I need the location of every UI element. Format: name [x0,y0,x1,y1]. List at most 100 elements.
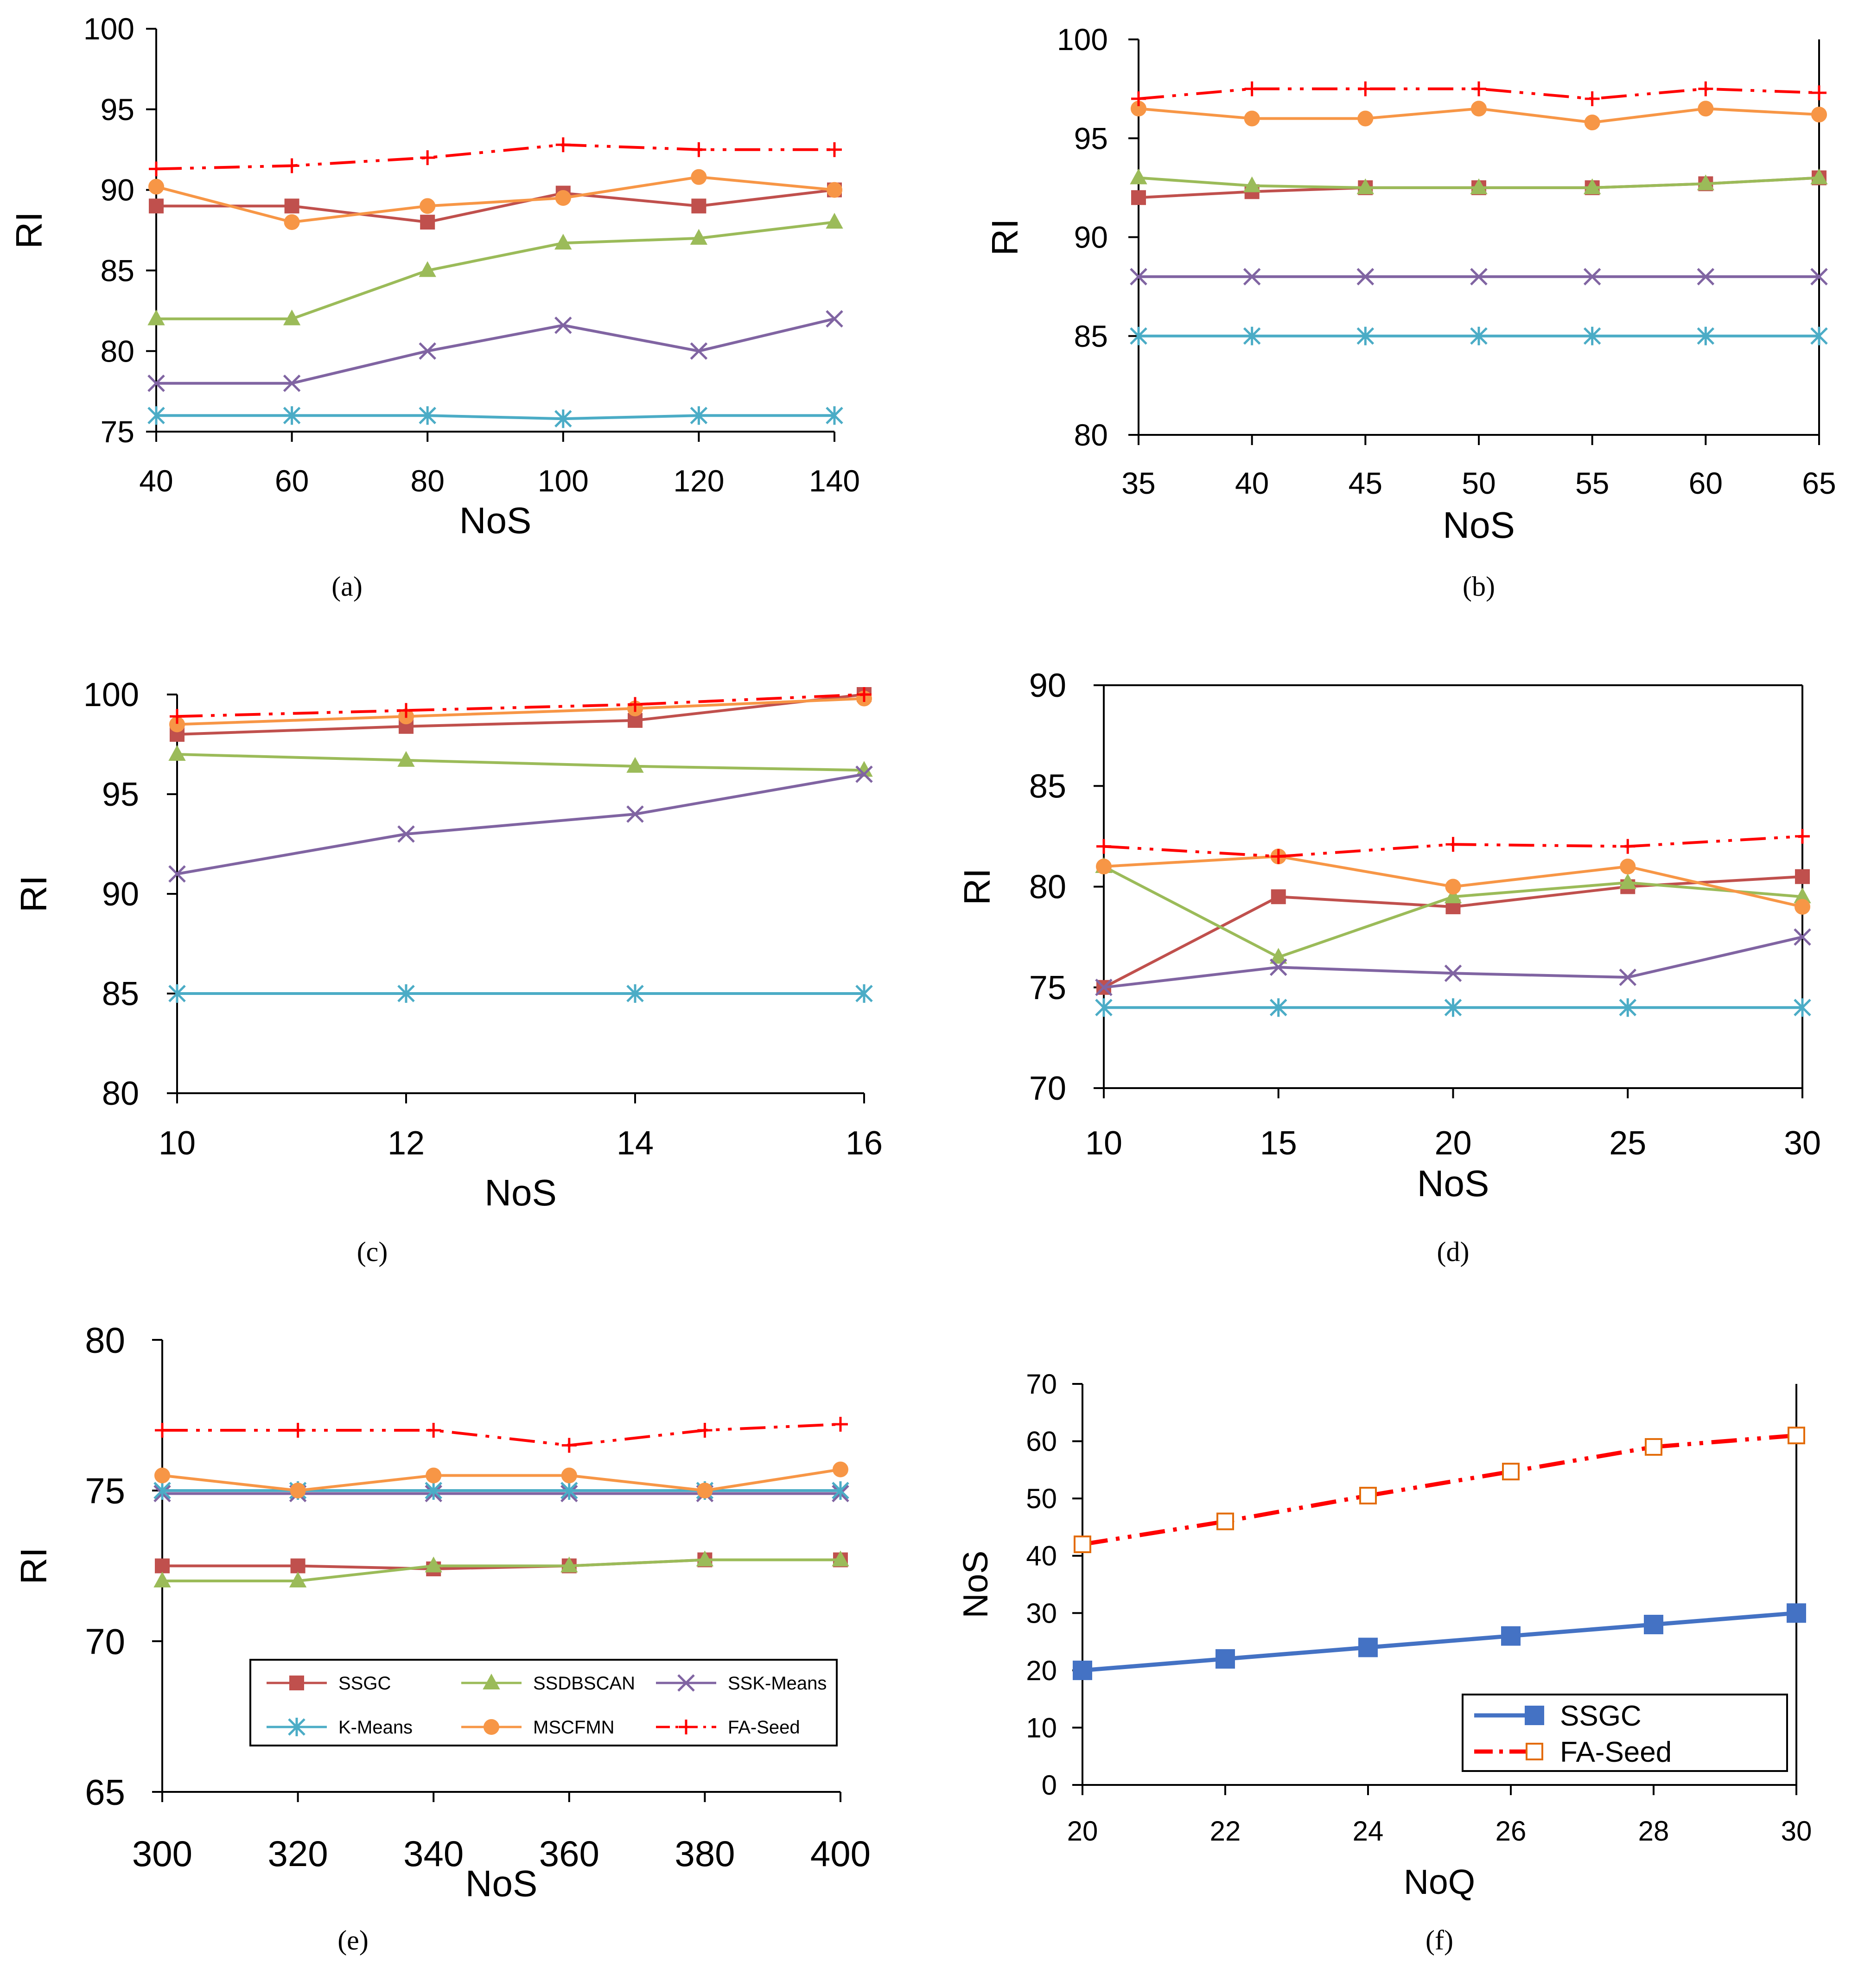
data-point [425,1556,442,1573]
panel-caption: (e) [337,1925,369,1956]
x-tick-label: 15 [1260,1125,1297,1162]
panel-caption: (b) [1463,571,1495,602]
data-point [1697,268,1715,286]
legend-marker [679,1720,694,1734]
data-point [832,1550,849,1567]
data-point [555,137,571,153]
data-point [426,1423,441,1438]
data-point [1585,91,1600,106]
data-point [1619,969,1637,986]
data-point [168,984,186,1003]
x-tick-label: 28 [1638,1816,1669,1847]
data-point [554,234,572,250]
y-tick-label: 20 [1026,1655,1057,1686]
data-point [1244,81,1260,96]
data-point [1130,268,1147,286]
y-tick-label: 85 [101,254,134,288]
y-tick-label: 90 [101,173,134,207]
series-line [1082,1611,1797,1673]
data-point [1470,178,1488,194]
data-point [826,310,843,328]
x-axis-title: NoS [1417,1163,1489,1204]
data-point [170,709,185,724]
y-tick-label: 75 [101,414,134,449]
data-point [560,1556,578,1573]
data-point [855,984,873,1003]
data-point [1445,879,1461,895]
data-point [1356,326,1375,345]
data-point [1271,889,1286,905]
x-tick-label: 140 [809,464,860,498]
x-tick-label: 380 [675,1833,735,1874]
x-tick-label: 100 [538,464,589,498]
y-tick-label: 75 [1029,969,1066,1007]
x-tick-label: 20 [1067,1816,1098,1847]
data-point [697,1423,713,1438]
series-line [156,317,835,385]
chart-panel-a: 75 80 85 90 95 100 40 60 80 100 120 140 NoS RI (a) [8,12,860,602]
series-line [162,1468,841,1492]
data-point [827,142,842,157]
x-tick-label: 12 [388,1125,425,1162]
y-axis-title: RI [8,212,50,249]
data-point [554,316,572,334]
series-ssgc [155,1552,848,1576]
legend-label: FA-Seed [728,1717,800,1738]
data-point [290,1423,305,1438]
data-point [1243,268,1261,286]
chart-panel-b: 80 85 90 95 100 35 40 45 50 55 60 65 NoS RI (b) [984,22,1836,602]
data-point [153,1481,171,1500]
panel-caption: (a) [331,571,363,602]
data-point [833,1417,848,1432]
series-ssgc [170,687,872,742]
series-line [1103,936,1803,989]
data-point [284,214,300,230]
legend-label: FA-Seed [1560,1736,1672,1768]
data-point [1359,1486,1377,1504]
data-point [1444,998,1462,1017]
panel-caption: (c) [357,1236,388,1267]
y-tick-label: 10 [1026,1712,1057,1743]
x-axis-title: NoS [484,1172,557,1213]
data-point [555,190,571,206]
x-tick-label: 10 [159,1125,196,1162]
data-point [1356,178,1375,194]
data-point [1095,998,1113,1017]
y-tick-label: 80 [101,334,134,368]
y-axis-title: RI [956,868,998,905]
data-point [554,409,572,428]
x-tick-label: 120 [673,464,724,498]
series-line [156,175,835,224]
series-ssk-means [147,310,843,392]
data-point [1270,948,1287,964]
x-tick-label: 35 [1121,466,1155,500]
data-point [1243,326,1261,345]
y-tick-label: 95 [102,776,139,813]
x-tick-label: 22 [1210,1816,1241,1847]
data-point [561,1438,577,1453]
data-point [1812,85,1827,101]
x-tick-label: 40 [139,464,173,498]
series-mscfmn [154,1461,848,1498]
series-line [162,1423,841,1447]
data-point [1444,887,1462,904]
data-point [1583,268,1601,286]
y-axis-title: NoS [956,1551,995,1618]
data-point [420,215,435,230]
data-point [1795,869,1810,884]
data-point [1697,326,1715,345]
data-point [290,1483,306,1498]
data-point [1243,176,1261,192]
series-k-means [168,984,873,1003]
x-tick-label: 20 [1434,1125,1471,1162]
series-k-means [1130,326,1828,345]
legend-marker [484,1719,499,1735]
data-point [1356,268,1375,286]
y-axis-title: RI [984,219,1025,256]
data-point [289,1571,307,1587]
series-mscfmn [148,169,842,230]
y-tick-label: 85 [102,975,139,1013]
y-tick-label: 100 [83,12,134,46]
